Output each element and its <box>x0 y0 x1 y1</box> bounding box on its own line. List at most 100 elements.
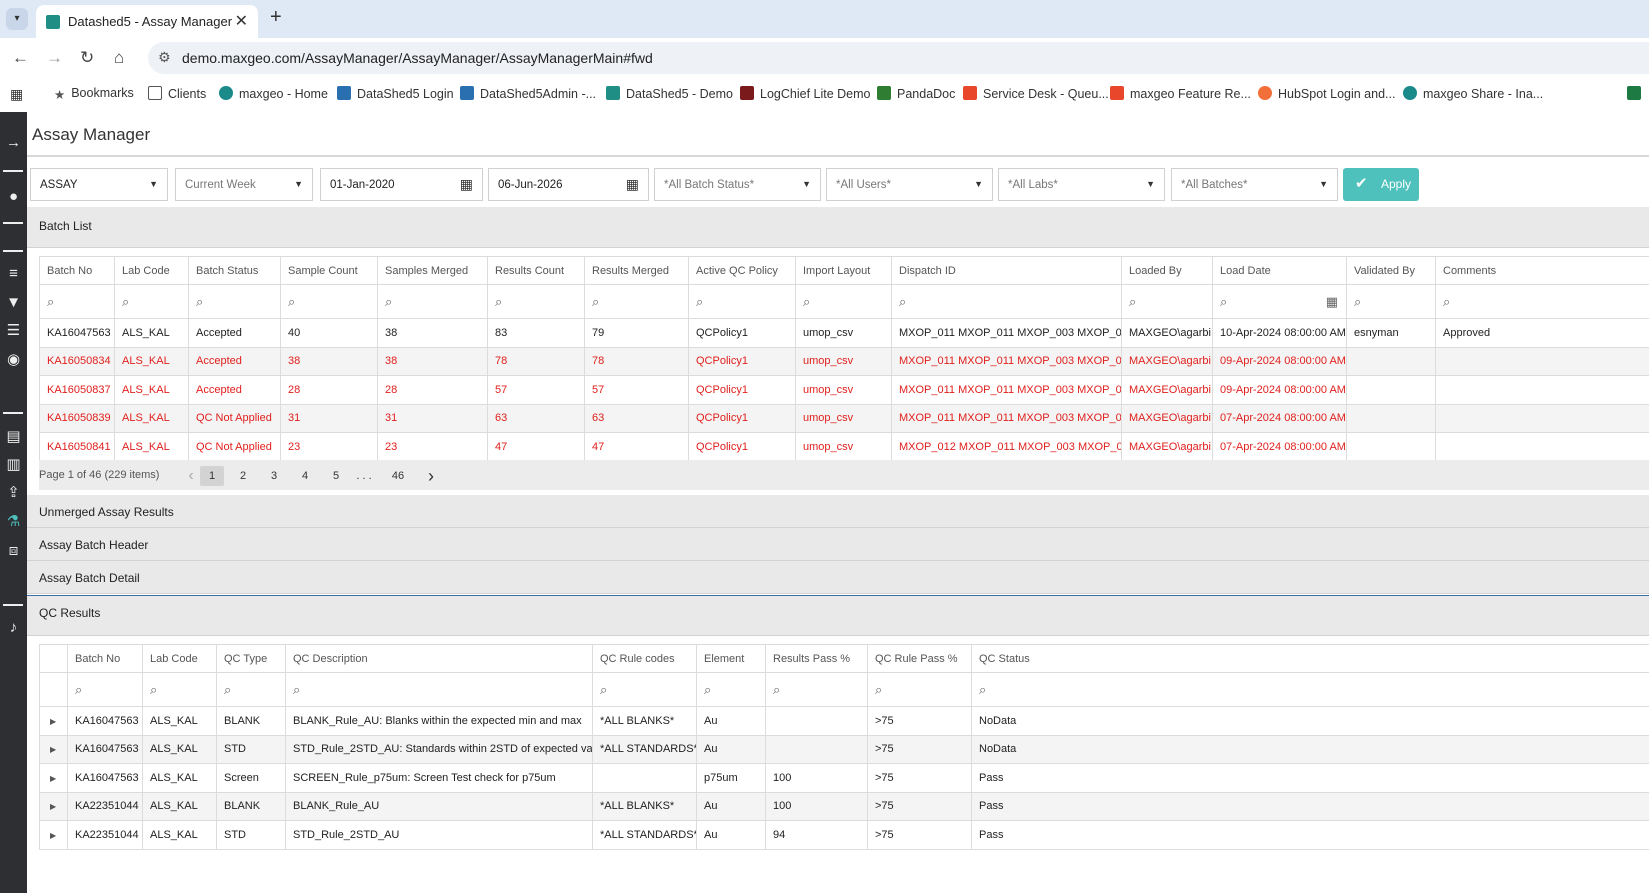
prev-page-icon[interactable]: ‹ <box>188 467 194 484</box>
section-batch-list[interactable]: Batch List <box>27 207 1649 248</box>
table-row[interactable]: ▶ KA22351044 ALS_KAL STD STD_Rule_2STD_AU *AL… <box>39 820 1649 850</box>
table-row[interactable]: KA16050841 ALS_KAL QC Not Applied 23 23 47 47 Q… <box>39 432 1649 462</box>
table-row[interactable]: ▶ KA16047563 ALS_KAL BLANK BLANK_Rule_AU: Bl… <box>39 706 1649 736</box>
user-icon[interactable]: ● <box>8 188 19 205</box>
search-icon[interactable]: ⌕ <box>696 672 766 707</box>
section-unmerged[interactable]: Unmerged Assay Results <box>27 495 1649 528</box>
page-button[interactable]: 5 <box>332 470 340 482</box>
expand-row-icon[interactable]: ▶ <box>39 734 68 764</box>
search-icon[interactable]: ⌕ <box>891 284 1122 319</box>
document-icon[interactable]: ▤ <box>6 428 21 445</box>
site-info-icon[interactable]: ⚙ <box>158 49 171 65</box>
back-icon[interactable]: ← <box>12 48 29 67</box>
flask-icon[interactable]: ⚗ <box>6 513 21 530</box>
search-icon[interactable]: ⌕ <box>1121 284 1213 319</box>
reload-icon[interactable]: ↻ <box>80 48 95 67</box>
col-header[interactable]: Element <box>696 644 766 673</box>
search-icon[interactable]: ⌕ <box>67 672 143 707</box>
table-row[interactable]: ▶ KA16047563 ALS_KAL STD STD_Rule_2STD_AU: S… <box>39 734 1649 764</box>
col-header[interactable]: Loaded By <box>1121 256 1213 285</box>
type-select[interactable]: ASSAY ▼ <box>30 168 168 201</box>
search-icon[interactable]: ⌕ <box>1346 284 1436 319</box>
search-icon[interactable]: ⌕ <box>971 672 1649 707</box>
col-header[interactable]: Results Pass % <box>765 644 868 673</box>
home-icon[interactable]: ⌂ <box>114 48 125 67</box>
col-header[interactable]: Samples Merged <box>377 256 488 285</box>
bookmark-item[interactable]: PandaDoc <box>877 86 955 101</box>
search-icon[interactable]: ⌕ <box>188 284 281 319</box>
search-icon[interactable]: ⌕ <box>688 284 796 319</box>
database-icon[interactable]: ≡ <box>9 265 18 282</box>
search-icon[interactable]: ⌕ <box>142 672 217 707</box>
period-select[interactable]: Current Week ▼ <box>175 168 313 201</box>
col-header[interactable]: Results Count <box>487 256 585 285</box>
page-button[interactable]: 2 <box>239 470 247 482</box>
bookmark-item[interactable]: LogChief Lite Demo <box>740 86 870 101</box>
url-field[interactable]: ⚙ demo.maxgeo.com/AssayManager/AssayMana… <box>148 42 1649 74</box>
calendar-icon[interactable]: ▦ <box>625 176 639 192</box>
col-header[interactable]: Dispatch ID <box>891 256 1122 285</box>
col-header[interactable]: Import Layout <box>795 256 892 285</box>
browser-tab[interactable]: Datashed5 - Assay Manager ✕ <box>36 5 258 38</box>
bookmark-item[interactable]: HubSpot Login and... <box>1258 86 1395 101</box>
expand-arrow-icon[interactable]: → <box>6 134 21 151</box>
filter-icon[interactable]: ▼ <box>6 294 21 311</box>
apply-button[interactable]: ✔ Apply <box>1343 168 1419 201</box>
table-row[interactable]: KA16047563 ALS_KAL Accepted 40 38 83 79 QCPolic… <box>39 318 1649 348</box>
col-header[interactable]: Active QC Policy <box>688 256 796 285</box>
globe-icon[interactable]: ◉ <box>6 351 21 368</box>
table-row[interactable]: KA16050837 ALS_KAL Accepted 28 28 57 57 QCPolic… <box>39 375 1649 405</box>
search-icon[interactable]: ⌕ <box>39 284 115 319</box>
calendar-icon[interactable]: ▦ <box>459 176 473 192</box>
table-row[interactable]: ▶ KA22351044 ALS_KAL BLANK BLANK_Rule_AU *ALL… <box>39 791 1649 821</box>
close-icon[interactable]: ✕ <box>234 13 248 30</box>
search-icon[interactable]: ⌕ <box>114 284 189 319</box>
col-header[interactable]: Lab Code <box>114 256 189 285</box>
col-header[interactable]: QC Description <box>285 644 593 673</box>
excel-icon[interactable] <box>1627 86 1647 101</box>
bell-icon[interactable]: ♪ <box>9 619 18 636</box>
search-icon[interactable]: ⌕ <box>487 284 585 319</box>
table-row[interactable]: KA16050839 ALS_KAL QC Not Applied 31 31 63 63 Q… <box>39 403 1649 433</box>
table-row[interactable]: KA16050834 ALS_KAL Accepted 38 38 78 78 QCPolic… <box>39 346 1649 376</box>
search-icon[interactable]: ⌕ <box>584 284 689 319</box>
upload-icon[interactable]: ⇪ <box>7 484 20 501</box>
page-button[interactable]: 3 <box>270 470 278 482</box>
forward-icon[interactable]: → <box>46 48 63 67</box>
bookmark-item[interactable]: Clients <box>148 86 206 101</box>
users-select[interactable]: *All Users* ▼ <box>826 168 993 201</box>
section-qc-results[interactable]: QC Results <box>27 595 1649 636</box>
calendar-icon[interactable]: ▦ <box>1325 293 1338 309</box>
col-header[interactable]: QC Status <box>971 644 1649 673</box>
page-button[interactable]: 1 <box>200 466 224 486</box>
search-icon[interactable]: ⌕ ▦ <box>1212 284 1347 319</box>
table-row[interactable]: ▶ KA16047563 ALS_KAL Screen SCREEN_Rule_p75u… <box>39 763 1649 793</box>
col-header[interactable]: Batch No <box>67 644 143 673</box>
bookmark-item[interactable]: ★ Bookmarks <box>54 86 134 102</box>
expand-row-icon[interactable]: ▶ <box>39 706 68 736</box>
search-icon[interactable]: ⌕ <box>1435 284 1649 319</box>
col-header[interactable]: QC Rule Pass % <box>867 644 972 673</box>
page-button[interactable]: 4 <box>301 470 309 482</box>
labs-select[interactable]: *All Labs* ▼ <box>998 168 1165 201</box>
col-header[interactable]: QC Type <box>216 644 286 673</box>
col-header[interactable]: Batch No <box>39 256 115 285</box>
search-icon[interactable]: ⌕ <box>377 284 488 319</box>
bookmark-item[interactable]: maxgeo - Home <box>219 86 328 101</box>
col-header[interactable]: Batch Status <box>188 256 281 285</box>
search-icon[interactable]: ⌕ <box>216 672 286 707</box>
search-icon[interactable]: ⌕ <box>867 672 972 707</box>
bookmark-item[interactable]: DataShed5Admin -... <box>460 86 596 101</box>
section-batch-detail[interactable]: Assay Batch Detail <box>27 561 1649 594</box>
tab-search-icon[interactable]: ▾ <box>6 8 28 30</box>
next-page-icon[interactable]: › <box>428 466 434 486</box>
batches-select[interactable]: *All Batches* ▼ <box>1171 168 1338 201</box>
col-header[interactable]: Load Date <box>1212 256 1347 285</box>
start-date-field[interactable]: 01-Jan-2020 ▦ <box>320 168 483 201</box>
expand-row-icon[interactable]: ▶ <box>39 820 68 850</box>
col-header[interactable]: QC Rule codes <box>592 644 697 673</box>
end-date-field[interactable]: 06-Jun-2026 ▦ <box>488 168 649 201</box>
search-icon[interactable]: ⌕ <box>592 672 697 707</box>
search-icon[interactable]: ⌕ <box>280 284 378 319</box>
apps-grid-icon[interactable]: ▦ <box>10 86 24 102</box>
